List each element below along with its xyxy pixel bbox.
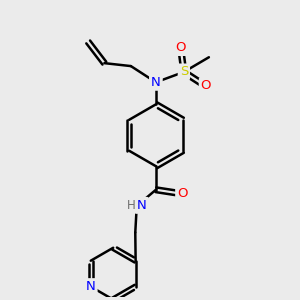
Text: O: O <box>201 79 211 92</box>
Text: H: H <box>127 199 136 212</box>
Text: O: O <box>177 187 188 200</box>
Text: N: N <box>86 280 96 293</box>
Text: N: N <box>137 199 147 212</box>
Text: N: N <box>151 76 161 89</box>
Text: O: O <box>176 41 186 54</box>
Text: S: S <box>180 65 188 79</box>
